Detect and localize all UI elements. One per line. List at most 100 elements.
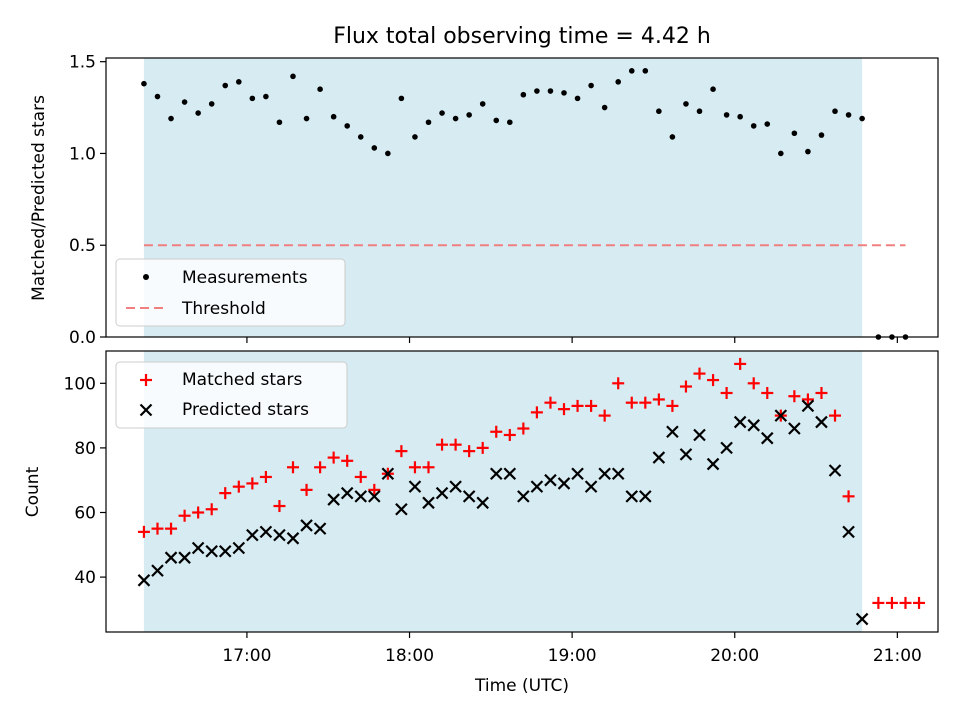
measurement-point: [507, 119, 513, 126]
top-ytick-label: 1.5: [69, 53, 96, 73]
measurement-point: [669, 134, 676, 140]
predicted-star-point-b: [476, 496, 489, 510]
predicted-star-point: [774, 409, 788, 422]
predicted-star-point-b: [395, 502, 408, 516]
bottom-xtick-label: 18:00: [385, 646, 434, 666]
top-legend: Measurements Threshold: [115, 258, 346, 327]
legend-measurement-marker: [143, 274, 149, 280]
measurement-point: [561, 90, 567, 96]
matched-star-point: [341, 454, 354, 467]
predicted-star-point: [625, 490, 639, 503]
bottom-legend-box: [115, 361, 348, 429]
legend-plus-marker: [140, 374, 152, 386]
predicted-star-point: [381, 467, 395, 481]
predicted-star-point-b: [720, 441, 733, 455]
predicted-star-point-b: [368, 490, 381, 503]
bottom-xtick-label: 19:00: [548, 646, 597, 666]
matched-star-point: [558, 403, 571, 416]
predicted-star-point: [137, 574, 151, 587]
predicted-star-points: [137, 399, 869, 626]
matched-star-point: [422, 461, 435, 474]
predicted-star-point-b: [151, 564, 164, 577]
predicted-star-point: [435, 486, 449, 500]
matched-star-point: [652, 393, 665, 406]
matched-star-point: [178, 509, 191, 522]
predicted-star-point-b: [733, 415, 747, 429]
predicted-star-point-b: [273, 528, 286, 542]
matched-star-point: [327, 451, 340, 464]
matched-star-points: [137, 357, 926, 609]
matched-star-point: [585, 399, 598, 412]
predicted-star-point: [801, 399, 815, 413]
measurement-point: [290, 73, 296, 80]
predicted-star-point-b: [422, 496, 435, 510]
measurement-point: [344, 123, 350, 129]
measurement-point: [168, 115, 174, 122]
matched-star-point: [517, 422, 530, 435]
measurement-point: [574, 95, 581, 102]
top-ylabel: Matched/Predicted stars: [29, 95, 49, 301]
predicted-star-point-b: [679, 448, 693, 461]
matched-star-point: [151, 522, 164, 535]
measurement-point: [683, 101, 689, 107]
predicted-star-point: [340, 486, 354, 500]
matched-star-point: [679, 380, 692, 393]
matched-star-point: [246, 477, 259, 490]
predicted-star-point: [517, 490, 530, 503]
predicted-star-point-b: [855, 612, 869, 626]
predicted-star-point: [747, 419, 760, 432]
matched-star-point: [490, 425, 503, 438]
predicted-star-point: [476, 496, 489, 510]
predicted-star-point-b: [706, 457, 720, 471]
predicted-star-point: [693, 428, 706, 442]
predicted-star-point: [286, 532, 300, 545]
predicted-star-point: [544, 473, 557, 487]
predicted-star-point-b: [639, 490, 652, 503]
predicted-star-point-b: [408, 480, 422, 493]
predicted-star-point-b: [815, 415, 828, 429]
matched-star-point: [639, 396, 652, 409]
top-ytick-label: 1.0: [69, 144, 96, 164]
predicted-star-point: [462, 490, 476, 503]
predicted-star-point: [842, 525, 855, 539]
top-axes-frame: [105, 57, 939, 338]
measurement-point: [818, 132, 825, 138]
predicted-star-point: [368, 490, 381, 503]
measurement-point: [330, 113, 337, 120]
matched-star-point: [720, 386, 733, 399]
matched-star-point: [395, 445, 408, 458]
chart-title: Flux total observing time = 4.42 h: [333, 24, 711, 49]
predicted-star-point-b: [462, 490, 476, 503]
predicted-star-point-b: [178, 551, 191, 564]
matched-star-point: [842, 490, 855, 503]
bottom-xtick-label: 17:00: [222, 646, 271, 666]
predicted-star-point-b: [517, 490, 530, 503]
predicted-star-point-b: [544, 473, 557, 487]
matched-star-point: [544, 396, 557, 409]
matched-star-point: [436, 438, 449, 451]
predicted-star-point-b: [232, 541, 246, 555]
matched-star-point: [666, 399, 679, 412]
predicted-star-point-b: [340, 486, 354, 500]
predicted-star-point-b: [557, 477, 571, 490]
measurement-point: [642, 68, 649, 74]
bottom-ytick-label: 100: [64, 374, 96, 394]
measurement-point: [276, 119, 283, 126]
bottom-xtick-label: 21:00: [873, 646, 922, 666]
predicted-star-point: [815, 415, 828, 429]
predicted-star-point-b: [259, 525, 273, 539]
measurement-point: [615, 79, 622, 85]
predicted-star-point: [788, 422, 801, 435]
measurement-point: [547, 88, 554, 94]
matched-star-point: [761, 386, 774, 399]
predicted-star-point-b: [354, 490, 368, 503]
matched-star-point: [165, 522, 178, 535]
matched-star-point: [408, 461, 421, 474]
predicted-star-point: [422, 496, 435, 510]
measurement-point: [222, 82, 229, 89]
measurement-point: [750, 123, 757, 129]
matched-star-point: [259, 470, 272, 483]
bottom-ytick-label: 60: [74, 503, 96, 523]
legend-threshold-label: Threshold: [181, 299, 266, 319]
predicted-star-point: [760, 431, 774, 445]
